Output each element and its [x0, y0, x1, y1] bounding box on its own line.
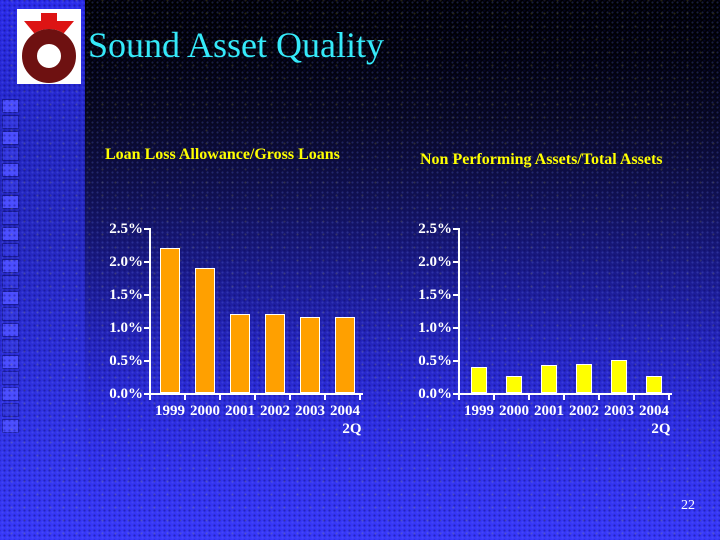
- filmstrip-hole: [2, 339, 19, 353]
- x-axis-tick: [184, 395, 186, 400]
- y-axis-tick: [144, 261, 149, 263]
- y-tick-label: 1.0%: [418, 320, 452, 336]
- plot-area: 2.5% 2.0% 1.5% 1.0% 0.5% 0.0% 1999 2000 2001 2002…: [412, 218, 702, 453]
- y-axis-tick: [453, 393, 458, 395]
- filmstrip-hole: [2, 355, 19, 369]
- filmstrip-hole: [2, 131, 19, 145]
- bar-2001: [230, 314, 250, 393]
- x-tick-label: 2002: [569, 403, 599, 419]
- plot-area: 2.5% 2.0% 1.5% 1.0% 0.5% 0.0% 1999 2000 2001 2002…: [103, 218, 393, 453]
- x-tick-label: 2001: [225, 403, 255, 419]
- x-tick-label: 2000: [190, 403, 220, 419]
- filmstrip-hole: [2, 179, 19, 193]
- bar-2004: [335, 317, 355, 393]
- x-tick-label: 2004: [639, 403, 669, 419]
- y-axis-tick: [453, 294, 458, 296]
- bar-1999: [471, 367, 487, 393]
- y-axis-tick: [144, 327, 149, 329]
- chart-title: Loan Loss Allowance/Gross Loans: [105, 146, 340, 163]
- y-tick-label: 2.5%: [418, 221, 452, 237]
- bar-2000: [195, 268, 215, 393]
- y-tick-label: 0.0%: [109, 386, 143, 402]
- y-tick-label: 0.5%: [418, 353, 452, 369]
- bar-2001: [541, 365, 557, 393]
- x-tick-label: 1999: [464, 403, 494, 419]
- filmstrip-hole: [2, 99, 19, 113]
- x-axis-tick: [149, 395, 151, 400]
- y-tick-label: 2.0%: [109, 254, 143, 270]
- filmstrip-hole: [2, 259, 19, 273]
- x-tick-label: 2002: [260, 403, 290, 419]
- x-axis-tick: [493, 395, 495, 400]
- y-tick-label: 1.5%: [418, 287, 452, 303]
- page-number: 22: [681, 498, 695, 513]
- x-axis-tick: [598, 395, 600, 400]
- bar-1999: [160, 248, 180, 393]
- x-axis-tick: [324, 395, 326, 400]
- chart-title: Non Performing Assets/Total Assets: [420, 151, 663, 168]
- y-tick-label: 1.0%: [109, 320, 143, 336]
- filmstrip-hole: [2, 419, 19, 433]
- y-axis-tick: [453, 228, 458, 230]
- x-axis-tick: [254, 395, 256, 400]
- x-axis-tick: [289, 395, 291, 400]
- x-tick-label: 2001: [534, 403, 564, 419]
- x-axis-tick: [359, 395, 361, 400]
- bar-2000: [506, 376, 522, 393]
- y-tick-label: 0.5%: [109, 353, 143, 369]
- x-axis-tick: [668, 395, 670, 400]
- x-tick-sublabel: 2Q: [342, 421, 362, 437]
- bar-2002: [576, 364, 592, 393]
- y-axis-tick: [453, 327, 458, 329]
- chart-loan-loss-allowance: Loan Loss Allowance/Gross Loans 2.5% 2.0%…: [103, 140, 393, 460]
- x-tick-sublabel: 2Q: [651, 421, 671, 437]
- filmstrip-hole: [2, 115, 19, 129]
- y-axis-tick: [453, 360, 458, 362]
- x-tick-label: 2003: [604, 403, 634, 419]
- x-tick-label: 2003: [295, 403, 325, 419]
- filmstrip-hole: [2, 227, 19, 241]
- x-axis-tick: [528, 395, 530, 400]
- filmstrip-hole: [2, 307, 19, 321]
- filmstrip-hole: [2, 147, 19, 161]
- x-axis-tick: [633, 395, 635, 400]
- bank-logo-icon: [22, 13, 76, 83]
- filmstrip-hole: [2, 403, 19, 417]
- x-tick-label: 2000: [499, 403, 529, 419]
- filmstrip-hole: [2, 211, 19, 225]
- filmstrip-sidebar: [0, 0, 85, 540]
- y-axis-tick: [453, 261, 458, 263]
- filmstrip-hole: [2, 323, 19, 337]
- chart-non-performing-assets: Non Performing Assets/Total Assets 2.5% 2…: [412, 140, 702, 460]
- y-axis-tick: [144, 228, 149, 230]
- x-axis-tick: [458, 395, 460, 400]
- bar-2003: [611, 360, 627, 393]
- filmstrip-hole: [2, 243, 19, 257]
- bar-2002: [265, 314, 285, 393]
- filmstrip-hole: [2, 163, 19, 177]
- y-axis-tick: [144, 294, 149, 296]
- x-axis-tick: [219, 395, 221, 400]
- y-tick-label: 1.5%: [109, 287, 143, 303]
- y-tick-label: 2.5%: [109, 221, 143, 237]
- y-tick-label: 2.0%: [418, 254, 452, 270]
- filmstrip-hole: [2, 195, 19, 209]
- filmstrip-hole: [2, 291, 19, 305]
- x-tick-label: 1999: [155, 403, 185, 419]
- filmstrip-hole: [2, 275, 19, 289]
- slide-title: Sound Asset Quality: [88, 25, 385, 65]
- bar-2004: [646, 376, 662, 393]
- x-tick-label: 2004: [330, 403, 360, 419]
- bank-logo: [17, 9, 81, 84]
- axis-lines: [149, 228, 363, 395]
- filmstrip-hole: [2, 371, 19, 385]
- y-axis-tick: [144, 360, 149, 362]
- x-axis-tick: [563, 395, 565, 400]
- axis-lines: [458, 228, 672, 395]
- bar-2003: [300, 317, 320, 393]
- y-axis-tick: [144, 393, 149, 395]
- y-tick-label: 0.0%: [418, 386, 452, 402]
- filmstrip-hole: [2, 387, 19, 401]
